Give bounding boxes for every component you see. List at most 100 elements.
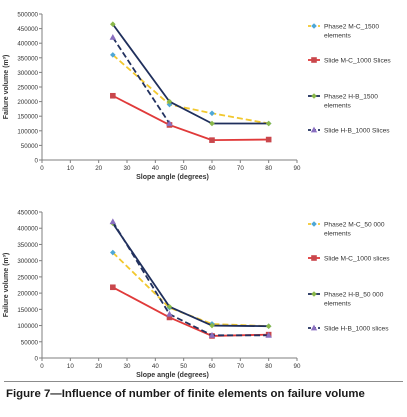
data-point [166, 310, 173, 317]
x-tick-label: 20 [95, 363, 102, 370]
legend-label-line: elements [324, 33, 351, 40]
y-tick-label: 50000 [21, 339, 39, 346]
legend-marker [311, 57, 317, 63]
chart-1-canvas: 0 50000 100000 150000 200000 250000 300000 3500… [3, 12, 391, 182]
data-point [209, 110, 215, 117]
legend-label-line: Phase2 M-C_50 000 [324, 222, 385, 229]
legend-entry-label: Phase2 H-B_1500 elements [324, 94, 378, 110]
x-tick-label: 50 [180, 165, 187, 172]
legend-entry-label: Slide H-B_1000 slices [324, 326, 389, 333]
x-axis-label: Slope angle (degrees) [136, 372, 209, 379]
y-tick-label: 200000 [17, 291, 38, 298]
series-line-3 [112, 222, 269, 328]
legend-marker [311, 255, 317, 261]
data-point [110, 21, 116, 28]
y-axis-label: Failure volume (m³) [3, 55, 10, 120]
x-tick-label: 10 [67, 363, 74, 370]
x-tick-label: 10 [67, 165, 74, 172]
y-tick-label: 450000 [17, 26, 38, 33]
legend-entry-label: Slide M-C_1000 Slices [324, 58, 391, 65]
x-tick-label: 30 [124, 363, 131, 370]
legend-marker [311, 291, 317, 297]
legend-marker [311, 221, 317, 227]
data-point [166, 303, 173, 310]
x-tick-label: 90 [294, 363, 301, 370]
data-point [110, 52, 116, 58]
x-tick-label: 30 [124, 165, 131, 172]
y-tick-label: 200000 [17, 99, 38, 106]
legend-label-line: Phase2 M-C_1500 [324, 24, 379, 31]
legend-label-line: elements [324, 301, 351, 308]
series-line-3 [112, 23, 269, 125]
y-tick-label: 400000 [17, 41, 38, 48]
x-axis-label: Slope angle (degrees) [136, 174, 209, 181]
y-tick-label: 300000 [17, 70, 38, 77]
data-point [166, 120, 173, 126]
series-line-1 [112, 251, 269, 328]
x-tick-label: 0 [40, 363, 44, 370]
y-tick-label: 100000 [17, 128, 38, 135]
x-tick-label: 80 [265, 165, 272, 172]
data-point [166, 98, 173, 105]
caption-divider [4, 381, 403, 382]
legend-label-line: Slide H-B_1000 Slices [324, 128, 390, 135]
legend-entry-label: Slide M-C_1000 slices [324, 256, 390, 263]
x-tick-label: 20 [95, 165, 102, 172]
legend-entry-label: Phase2 M-C_50 000 elements [324, 222, 385, 238]
legend-label-line: Slide H-B_1000 slices [324, 326, 389, 333]
legend-entry-label: Phase2 H-B_50 000 elements [324, 292, 384, 308]
data-point [110, 284, 116, 291]
legend-marker [311, 23, 317, 29]
y-tick-label: 400000 [17, 226, 38, 233]
x-tick-label: 90 [294, 165, 301, 172]
y-tick-label: 450000 [17, 210, 38, 217]
x-tick-label: 70 [237, 363, 244, 370]
chart-2-canvas: 0 50000 100000 150000 200000 250000 300000 3500… [3, 210, 390, 380]
legend-marker [310, 324, 318, 331]
legend-label-line: Phase2 H-B_1500 [324, 94, 378, 101]
legend-label-line: elements [324, 103, 351, 110]
y-tick-label: 350000 [17, 242, 38, 249]
y-tick-label: 150000 [17, 307, 38, 314]
y-tick-label: 350000 [17, 55, 38, 62]
y-tick-label: 250000 [17, 274, 38, 281]
data-point [109, 218, 117, 225]
figure-caption: Figure 7—Influence of number of finite e… [6, 388, 365, 400]
data-point [265, 136, 272, 143]
series-line-2 [112, 94, 269, 142]
legend-label-line: elements [324, 231, 351, 238]
x-tick-label: 60 [209, 363, 216, 370]
legend-marker [310, 126, 318, 133]
x-tick-label: 50 [180, 363, 187, 370]
legend-label-line: Phase2 H-B_50 000 [324, 292, 384, 299]
chart-1500-elements: 0 50000 100000 150000 200000 250000 300000 3500… [0, 2, 407, 187]
y-tick-label: 500000 [17, 12, 38, 19]
legend-marker [311, 93, 317, 99]
y-axis-label: Failure volume (m³) [3, 253, 10, 318]
legend-entry-label: Slide H-B_1000 Slices [324, 128, 390, 135]
series-line-2 [112, 286, 269, 337]
y-tick-label: 0 [35, 356, 39, 363]
y-tick-label: 250000 [17, 85, 38, 92]
data-point [209, 120, 215, 127]
y-tick-label: 150000 [17, 114, 38, 121]
y-tick-label: 50000 [21, 143, 39, 150]
legend-label-line: Slide M-C_1000 slices [324, 256, 390, 263]
data-point [265, 331, 272, 338]
y-tick-label: 0 [35, 158, 39, 165]
y-tick-label: 300000 [17, 258, 38, 265]
data-point [208, 331, 216, 338]
series-line-4 [112, 36, 171, 124]
x-tick-label: 40 [152, 165, 159, 172]
x-tick-label: 80 [265, 363, 272, 370]
data-point [265, 120, 272, 127]
data-point [209, 137, 215, 143]
data-point [109, 33, 117, 40]
legend-label-line: Slide M-C_1000 Slices [324, 58, 391, 65]
x-tick-label: 40 [152, 363, 159, 370]
data-point [166, 314, 173, 321]
x-tick-label: 0 [40, 165, 44, 172]
y-tick-label: 100000 [17, 323, 38, 330]
data-point [209, 322, 215, 329]
x-tick-label: 60 [209, 165, 216, 172]
